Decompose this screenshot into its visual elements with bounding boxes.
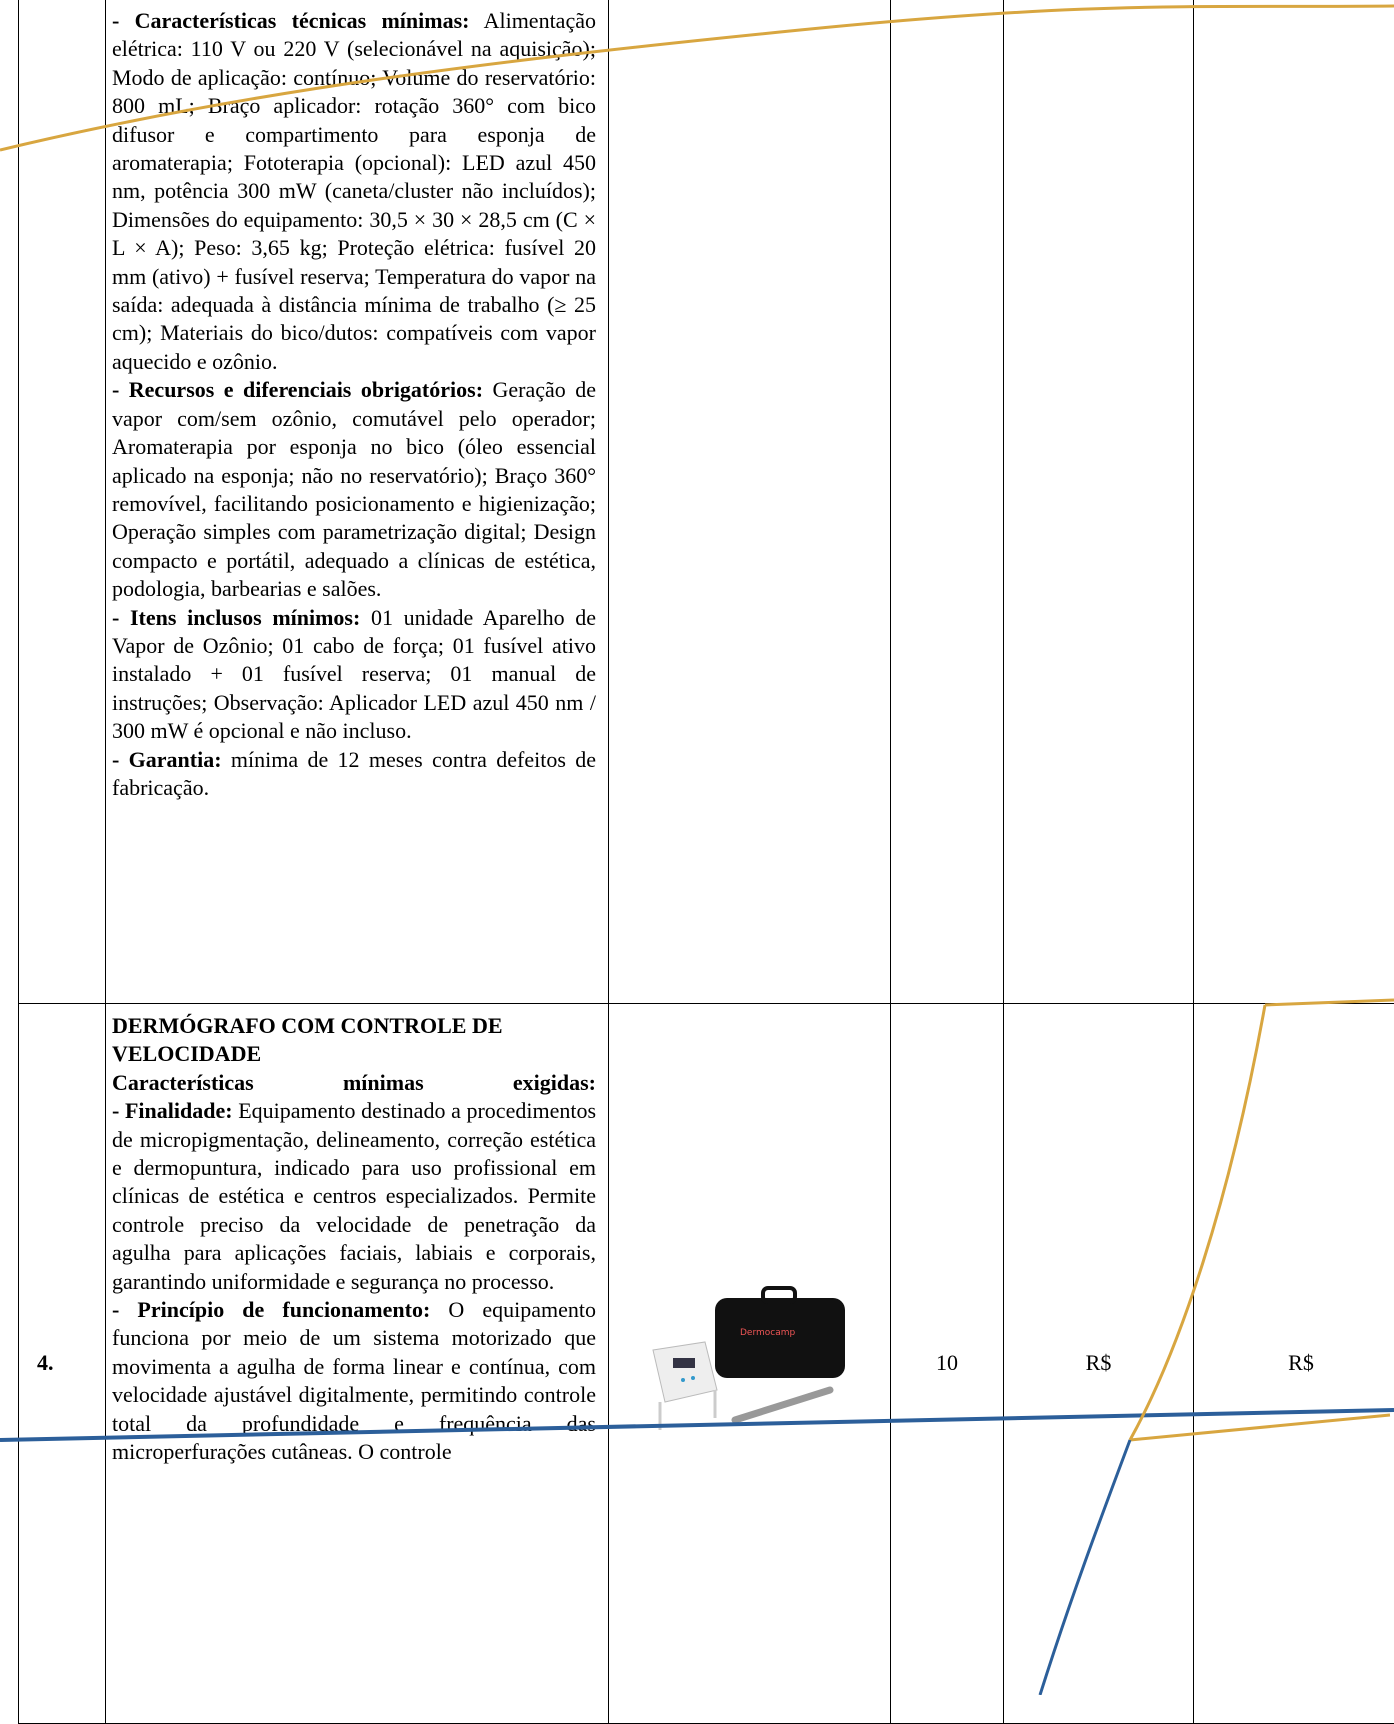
quantity [891, 0, 1004, 1004]
section: - Itens inclusos mínimos: 01 unidade Apa… [112, 604, 596, 746]
svg-text:Dermocamp: Dermocamp [740, 1328, 796, 1338]
section-heading: - Itens inclusos mínimos: [112, 605, 360, 630]
image-cell: Dermocamp [609, 1004, 891, 1724]
unit-price: R$ [1004, 1004, 1194, 1724]
section-body: Equipamento destinado a procedimentos de… [112, 1098, 596, 1293]
section-heading: - Características técnicas mínimas: [112, 8, 469, 33]
item-description: - Características técnicas mínimas: Alim… [106, 0, 609, 1004]
section-heading: - Princípio de funcionamento: [112, 1297, 430, 1322]
section: - Garantia: mínima de 12 meses contra de… [112, 746, 596, 803]
section: - Recursos e diferenciais obrigatórios: … [112, 376, 596, 603]
section-heading: - Finalidade: [112, 1098, 233, 1123]
unit-price [1004, 0, 1194, 1004]
section-body: Alimentação elétrica: 110 V ou 220 V (se… [112, 8, 596, 374]
total-price: R$ [1194, 1004, 1394, 1724]
image-cell [609, 0, 891, 1004]
item-title: DERMÓGRAFO COM CONTROLE DE VELOCIDADE [112, 1012, 596, 1069]
product-image: Dermocamp [645, 1280, 855, 1440]
section: - Princípio de funcionamento: O equipame… [112, 1296, 596, 1466]
total-price [1194, 0, 1394, 1004]
section-body: O equipamento funciona por meio de um si… [112, 1297, 596, 1464]
section-heading: - Recursos e diferenciais obrigatórios: [112, 377, 483, 402]
item-number: 4. [19, 1004, 106, 1724]
item-number [19, 0, 106, 1004]
item-subtitle: Características mínimas exigidas: [112, 1069, 596, 1097]
section-body: Geração de vapor com/sem ozônio, comutáv… [112, 377, 596, 601]
quantity: 10 [891, 1004, 1004, 1724]
items-table: - Características técnicas mínimas: Alim… [18, 0, 1394, 1724]
section-heading: - Garantia: [112, 747, 222, 772]
table-row: - Características técnicas mínimas: Alim… [19, 0, 1394, 1004]
section: - Características técnicas mínimas: Alim… [112, 7, 596, 376]
section: - Finalidade: Equipamento destinado a pr… [112, 1097, 596, 1296]
